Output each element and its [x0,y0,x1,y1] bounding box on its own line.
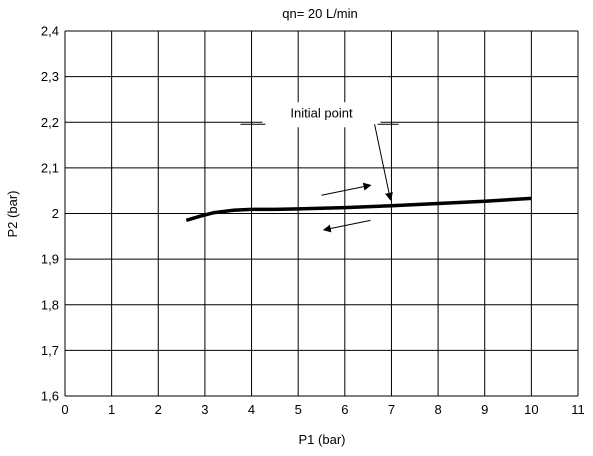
x-tick-label: 3 [201,402,208,417]
annotation-arrow [374,124,393,201]
x-tick-label: 7 [388,402,395,417]
x-tick-label: 1 [108,402,115,417]
annotation-label: Initial point [290,105,353,120]
x-tick-label: 11 [571,402,585,417]
x-tick-label: 5 [295,402,302,417]
y-tick-label: 2 [52,206,59,221]
x-tick-label: 2 [155,402,162,417]
y-axis-label: P2 (bar) [5,191,20,238]
y-tick-label: 2,1 [41,160,59,175]
x-tick-label: 10 [524,402,538,417]
x-tick-label: 4 [248,402,255,417]
annotation-box [262,102,381,128]
x-tick-label: 8 [434,402,441,417]
x-tick-label: 9 [481,402,488,417]
series-line [185,196,532,222]
x-tick-label: 0 [61,402,68,417]
y-tick-label: 1,6 [41,389,59,404]
y-tick-label: 1,9 [41,252,59,267]
y-tick-label: 2,4 [41,24,59,39]
y-tick-label: 1,7 [41,343,59,358]
x-tick-label: 6 [341,402,348,417]
direction-arrow [321,182,372,196]
y-tick-label: 1,8 [41,297,59,312]
y-tick-label: 2,3 [41,69,59,84]
y-tick-label: 2,2 [41,115,59,130]
direction-arrow [322,219,371,233]
x-axis-label: P1 (bar) [299,432,346,447]
chart-title: qn= 20 L/min [282,6,358,21]
